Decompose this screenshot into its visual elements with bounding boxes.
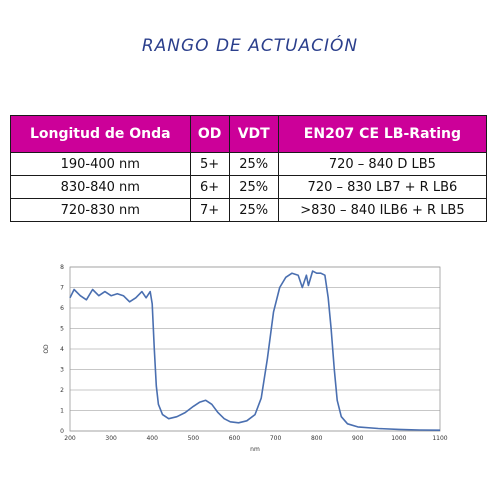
y-tick-label: 6	[60, 305, 64, 312]
y-tick-label: 5	[60, 326, 64, 333]
x-tick-label: 300	[105, 435, 117, 442]
cell-rating: >830 – 840 ILB6 + R LB5	[277, 198, 488, 222]
x-tick-label: 500	[188, 435, 200, 442]
header-vdt: VDT	[228, 115, 279, 153]
header-en207: EN207 CE LB-Rating	[277, 115, 488, 153]
cell-vdt: 25%	[228, 198, 279, 222]
cell-od: 6+	[189, 175, 230, 199]
x-tick-label: 900	[352, 435, 364, 442]
cell-wavelength: 190-400 nm	[10, 152, 191, 176]
specs-table: Longitud de Onda OD VDT EN207 CE LB-Rati…	[10, 115, 488, 222]
cell-wavelength: 720-830 nm	[10, 198, 191, 222]
table-row: 830-840 nm 6+ 25% 720 – 830 LB7 + R LB6	[10, 175, 488, 199]
x-tick-label: 1100	[432, 435, 447, 442]
x-tick-label: 600	[229, 435, 241, 442]
header-od: OD	[189, 115, 230, 153]
y-tick-label: 8	[60, 264, 64, 271]
y-tick-label: 1	[60, 408, 64, 415]
y-tick-label: 3	[60, 367, 64, 374]
x-tick-label: 200	[64, 435, 76, 442]
table-row: 190-400 nm 5+ 25% 720 – 840 D LB5	[10, 152, 488, 176]
x-tick-label: 800	[311, 435, 323, 442]
cell-od: 7+	[189, 198, 230, 222]
y-tick-label: 2	[60, 387, 64, 394]
cell-rating: 720 – 830 LB7 + R LB6	[277, 175, 488, 199]
header-wavelength: Longitud de Onda	[10, 115, 191, 153]
y-tick-label: 4	[60, 346, 64, 353]
plot-frame	[69, 266, 441, 432]
section-heading: RANGO DE ACTUACIÓN	[141, 36, 359, 56]
cell-vdt: 25%	[228, 152, 279, 176]
table-header-row: Longitud de Onda OD VDT EN207 CE LB-Rati…	[10, 115, 488, 153]
x-tick-label: 1000	[391, 435, 406, 442]
od-spectrum-chart: 0 1 2 3 4 5 6 7 8 200 300 400 500 600 700 800 900 1000 110…	[43, 264, 448, 453]
y-tick-label: 0	[60, 428, 64, 435]
cell-wavelength: 830-840 nm	[10, 175, 191, 199]
cell-vdt: 25%	[228, 175, 279, 199]
series-line	[69, 270, 441, 431]
y-axis-label: OD	[43, 344, 50, 354]
cell-od: 5+	[189, 152, 230, 176]
x-tick-label: 400	[146, 435, 158, 442]
y-tick-label: 7	[60, 285, 64, 292]
cell-rating: 720 – 840 D LB5	[277, 152, 488, 176]
x-axis-label: nm	[250, 446, 260, 453]
table-row: 720-830 nm 7+ 25% >830 – 840 ILB6 + R LB…	[10, 198, 488, 222]
x-tick-label: 700	[270, 435, 282, 442]
